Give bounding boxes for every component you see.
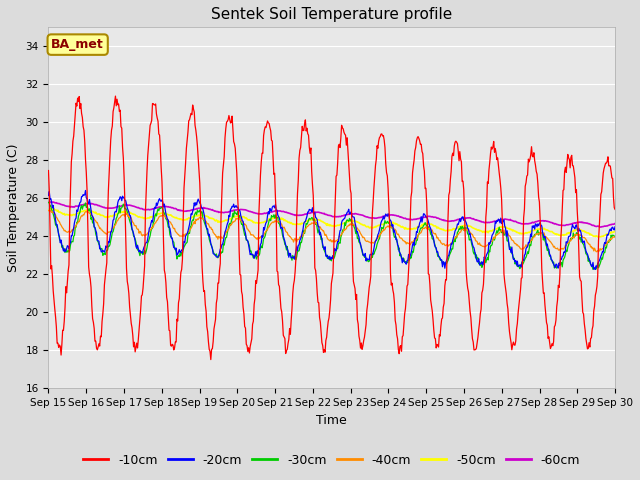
Legend: -10cm, -20cm, -30cm, -40cm, -50cm, -60cm: -10cm, -20cm, -30cm, -40cm, -50cm, -60cm (78, 449, 586, 472)
Title: Sentek Soil Temperature profile: Sentek Soil Temperature profile (211, 7, 452, 22)
Y-axis label: Soil Temperature (C): Soil Temperature (C) (7, 144, 20, 272)
X-axis label: Time: Time (316, 414, 347, 427)
Text: BA_met: BA_met (51, 38, 104, 51)
